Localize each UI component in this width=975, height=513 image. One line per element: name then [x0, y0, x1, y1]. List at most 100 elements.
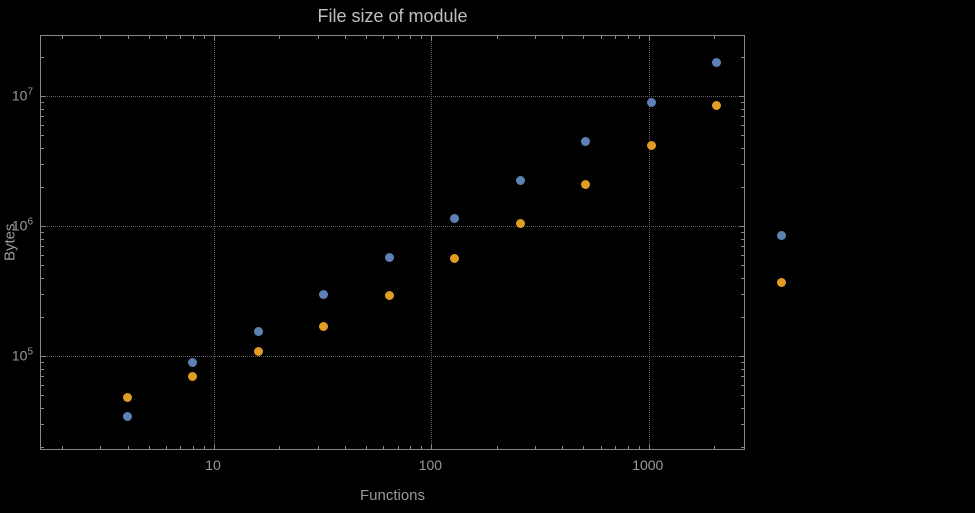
axis-tick: [648, 444, 650, 449]
data-point-orange-series: [450, 254, 460, 264]
axis-tick: [279, 36, 281, 39]
axis-tick: [741, 232, 744, 234]
axis-tick: [127, 36, 129, 39]
gridline-horizontal: [41, 226, 744, 228]
data-point-blue-series: [450, 213, 460, 223]
y-tick-label: 107: [11, 86, 33, 104]
axis-tick: [714, 446, 716, 449]
axis-tick: [496, 36, 498, 39]
data-point-orange-series: [188, 371, 198, 381]
axis-tick: [739, 96, 744, 98]
axis-tick: [741, 407, 744, 409]
axis-tick: [741, 135, 744, 137]
gridline-vertical: [431, 36, 433, 449]
x-tick-label: 1000: [632, 457, 664, 473]
axis-tick: [600, 446, 602, 449]
axis-tick: [741, 384, 744, 386]
axis-tick: [41, 116, 44, 118]
axis-tick: [41, 147, 44, 149]
axis-tick: [41, 376, 44, 378]
axis-tick: [615, 446, 617, 449]
x-tick-label: 10: [205, 457, 221, 473]
axis-tick: [741, 246, 744, 248]
y-tick-label: 105: [11, 346, 33, 364]
axis-tick: [41, 56, 44, 58]
axis-tick: [562, 446, 564, 449]
axis-tick: [627, 446, 629, 449]
data-point-blue-series: [123, 412, 132, 422]
data-point-orange-series: [123, 392, 132, 402]
axis-tick: [41, 96, 46, 98]
axis-tick: [165, 36, 167, 39]
axis-tick: [204, 446, 206, 449]
data-point-blue-series: [188, 357, 198, 367]
axis-tick: [204, 36, 206, 39]
axis-tick: [214, 36, 215, 41]
axis-tick: [365, 36, 367, 39]
axis-tick: [41, 164, 44, 166]
axis-tick: [431, 36, 433, 41]
axis-tick: [397, 36, 399, 39]
axis-tick: [741, 362, 744, 363]
axis-tick: [165, 446, 167, 449]
axis-tick: [741, 277, 744, 279]
axis-tick: [148, 36, 150, 39]
axis-tick: [410, 36, 412, 39]
axis-tick: [41, 108, 44, 110]
axis-tick: [192, 446, 194, 449]
axis-tick: [41, 316, 44, 318]
axis-tick: [397, 446, 399, 449]
plot-area: [40, 35, 787, 450]
gridline-vertical: [648, 36, 650, 449]
axis-tick: [127, 446, 129, 449]
axis-tick: [562, 36, 564, 39]
axis-tick: [41, 135, 44, 137]
data-point-blue-series: [711, 58, 721, 68]
axis-tick: [739, 226, 744, 228]
axis-tick: [741, 265, 744, 267]
axis-tick: [41, 226, 46, 228]
gridline-horizontal: [41, 96, 744, 98]
axis-tick: [344, 36, 346, 39]
axis-tick: [741, 164, 744, 166]
axis-tick: [739, 356, 744, 358]
axis-tick: [741, 294, 744, 296]
data-point-blue-series: [515, 175, 525, 185]
axis-tick: [638, 36, 640, 39]
axis-tick: [583, 36, 585, 39]
axis-tick: [365, 446, 367, 449]
axis-tick: [410, 446, 412, 449]
axis-tick: [41, 294, 44, 296]
axis-tick: [421, 36, 423, 39]
axis-tick: [421, 446, 423, 449]
axis-tick: [741, 254, 744, 256]
axis-tick: [41, 368, 44, 370]
data-point-orange-series: [646, 140, 656, 150]
data-point-blue-series: [581, 136, 591, 146]
axis-tick: [383, 446, 385, 449]
axis-tick: [535, 36, 537, 39]
axis-tick: [41, 407, 44, 409]
gridline-horizontal: [41, 356, 744, 358]
x-axis-label: Functions: [359, 487, 426, 504]
axis-tick: [41, 277, 44, 279]
axis-tick: [741, 147, 744, 149]
data-point-orange-series: [515, 218, 525, 228]
axis-tick: [41, 102, 44, 104]
axis-tick: [741, 116, 744, 118]
axis-tick: [41, 362, 44, 363]
data-point-orange-series: [253, 347, 263, 357]
data-point-orange-series: [581, 179, 591, 189]
gridline-vertical: [214, 36, 215, 449]
axis-tick: [41, 356, 46, 358]
axis-tick: [431, 444, 433, 449]
axis-tick: [41, 265, 44, 267]
axis-tick: [41, 254, 44, 256]
axis-tick: [317, 446, 319, 449]
axis-tick: [741, 102, 744, 104]
axis-tick: [317, 36, 319, 39]
axis-tick: [648, 36, 650, 41]
axis-tick: [383, 36, 385, 39]
axis-tick: [62, 446, 64, 449]
